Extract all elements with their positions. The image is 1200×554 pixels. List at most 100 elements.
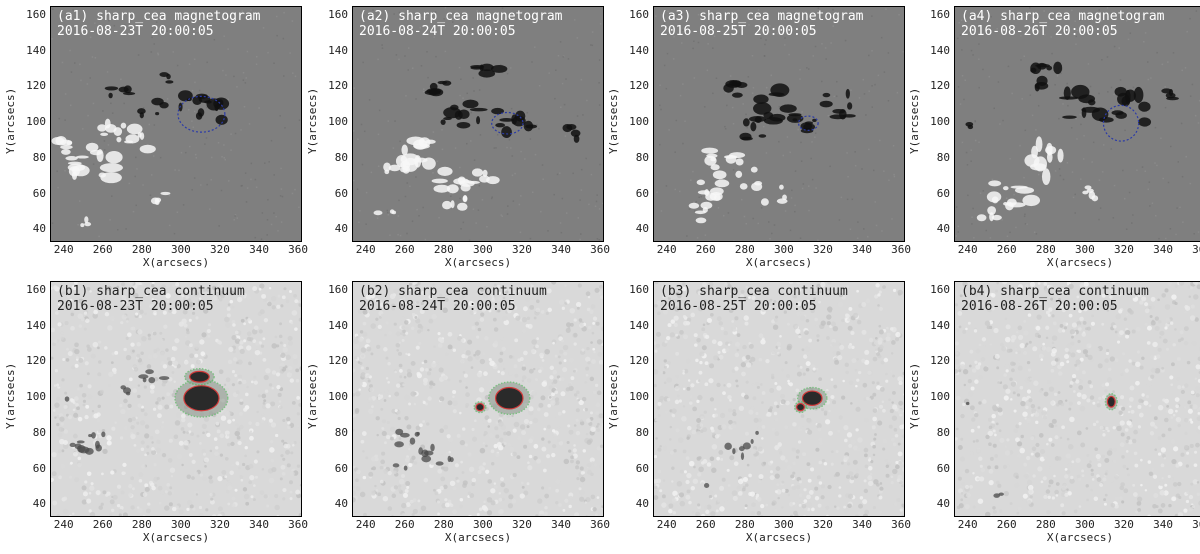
panel-a1: (a1) sharp_cea magnetogram 2016-08-23T 2… <box>4 6 308 272</box>
y-tick-label: 60 <box>32 186 46 200</box>
solar-image-continuum <box>654 282 904 516</box>
panel-image-a1: (a1) sharp_cea magnetogram 2016-08-23T 2… <box>50 6 302 242</box>
y-tick-label: 80 <box>635 425 649 439</box>
y-tick-label: 80 <box>936 425 950 439</box>
x-tick-label: 280 <box>1035 243 1056 256</box>
y-tick-label: 40 <box>936 497 950 511</box>
y-tick-label: 40 <box>334 222 348 236</box>
y-tick-label: 40 <box>936 222 950 236</box>
solar-image-magnetogram <box>51 7 301 241</box>
x-tick-label: 300 <box>773 518 794 531</box>
y-tick-label: 100 <box>26 115 46 129</box>
panel-image-b2: (b2) sharp_cea continuum 2016-08-24T 20:… <box>352 281 604 517</box>
x-tick-label: 360 <box>1192 518 1200 531</box>
x-axis-label: X(arcsecs) <box>142 256 210 269</box>
y-tick-label: 120 <box>328 79 348 93</box>
x-axis-label: X(arcsecs) <box>444 531 512 544</box>
x-axis-label: X(arcsecs) <box>142 531 210 544</box>
x-tick-label: 260 <box>394 518 415 531</box>
x-tick-label: 320 <box>512 243 532 256</box>
y-tick-label: 140 <box>930 318 950 332</box>
y-tick-label: 100 <box>930 115 950 129</box>
y-tick-label: 160 <box>26 282 46 296</box>
x-tick-label: 280 <box>1035 518 1056 531</box>
x-tick-label: 260 <box>695 518 716 531</box>
x-tick-label: 300 <box>773 243 794 256</box>
y-axis-label: Y(arcsecs) <box>908 362 921 429</box>
x-tick-label: 360 <box>891 518 912 531</box>
y-axis-label: Y(arcsecs) <box>607 87 620 154</box>
y-tick-label: 120 <box>930 79 950 93</box>
y-axis-label: Y(arcsecs) <box>4 362 17 429</box>
y-tick-label: 100 <box>629 390 649 404</box>
panel-image-a4: (a4) sharp_cea magnetogram 2016-08-26T 2… <box>954 6 1200 242</box>
panel-title: (b3) sharp_cea continuum 2016-08-25T 20:… <box>660 284 848 314</box>
y-tick-label: 100 <box>328 390 348 404</box>
y-tick-label: 80 <box>635 150 649 164</box>
y-tick-label: 120 <box>629 79 649 93</box>
y-tick-label: 60 <box>334 461 348 475</box>
x-tick-label: 320 <box>1114 518 1134 531</box>
x-tick-label: 360 <box>891 243 912 256</box>
x-tick-label: 280 <box>734 518 755 531</box>
panel-image-a2: (a2) sharp_cea magnetogram 2016-08-24T 2… <box>352 6 604 242</box>
panel-b2: (b2) sharp_cea continuum 2016-08-24T 20:… <box>306 281 610 547</box>
y-tick-label: 80 <box>936 150 950 164</box>
y-axis-label: Y(arcsecs) <box>908 87 921 154</box>
y-tick-label: 100 <box>328 115 348 129</box>
x-tick-label: 240 <box>957 243 978 256</box>
x-tick-label: 300 <box>170 243 191 256</box>
solar-image-magnetogram <box>353 7 603 241</box>
y-tick-label: 160 <box>930 7 950 21</box>
x-tick-label: 240 <box>355 518 376 531</box>
x-tick-label: 240 <box>656 518 677 531</box>
x-tick-label: 340 <box>551 243 571 256</box>
x-tick-label: 240 <box>656 243 677 256</box>
y-tick-label: 160 <box>629 7 649 21</box>
x-tick-label: 320 <box>1114 243 1134 256</box>
x-tick-label: 300 <box>1074 518 1095 531</box>
y-tick-label: 80 <box>334 150 348 164</box>
panel-image-b1: (b1) sharp_cea continuum 2016-08-23T 20:… <box>50 281 302 517</box>
panel-image-b4: (b4) sharp_cea continuum 2016-08-26T 20:… <box>954 281 1200 517</box>
x-tick-label: 340 <box>551 518 571 531</box>
x-tick-label: 320 <box>512 518 532 531</box>
x-tick-label: 260 <box>394 243 415 256</box>
panel-b1: (b1) sharp_cea continuum 2016-08-23T 20:… <box>4 281 308 547</box>
solar-image-magnetogram <box>654 7 904 241</box>
y-tick-label: 40 <box>635 222 649 236</box>
y-tick-label: 80 <box>32 150 46 164</box>
x-tick-label: 240 <box>53 243 74 256</box>
y-tick-label: 120 <box>930 354 950 368</box>
y-tick-label: 40 <box>32 497 46 511</box>
y-tick-label: 120 <box>26 79 46 93</box>
x-tick-label: 340 <box>1153 518 1173 531</box>
x-tick-label: 240 <box>957 518 978 531</box>
panel-a3: (a3) sharp_cea magnetogram 2016-08-25T 2… <box>607 6 911 272</box>
x-tick-label: 300 <box>1074 243 1095 256</box>
x-tick-label: 340 <box>249 518 269 531</box>
panel-b4: (b4) sharp_cea continuum 2016-08-26T 20:… <box>908 281 1200 547</box>
x-tick-label: 340 <box>852 243 872 256</box>
y-tick-label: 140 <box>328 43 348 57</box>
x-tick-label: 360 <box>288 243 309 256</box>
y-tick-label: 140 <box>629 318 649 332</box>
y-tick-label: 40 <box>334 497 348 511</box>
x-tick-label: 300 <box>472 518 493 531</box>
y-tick-label: 140 <box>26 43 46 57</box>
y-tick-label: 100 <box>629 115 649 129</box>
x-axis-label: X(arcsecs) <box>745 531 813 544</box>
panel-image-b3: (b3) sharp_cea continuum 2016-08-25T 20:… <box>653 281 905 517</box>
x-axis-label: X(arcsecs) <box>1046 531 1114 544</box>
x-tick-label: 280 <box>131 518 152 531</box>
panel-title: (a2) sharp_cea magnetogram 2016-08-24T 2… <box>359 9 563 39</box>
y-tick-label: 160 <box>328 282 348 296</box>
x-tick-label: 360 <box>590 243 611 256</box>
x-tick-label: 260 <box>92 518 113 531</box>
x-tick-label: 240 <box>53 518 74 531</box>
x-tick-label: 360 <box>288 518 309 531</box>
x-tick-label: 300 <box>472 243 493 256</box>
x-tick-label: 360 <box>590 518 611 531</box>
x-tick-label: 280 <box>734 243 755 256</box>
